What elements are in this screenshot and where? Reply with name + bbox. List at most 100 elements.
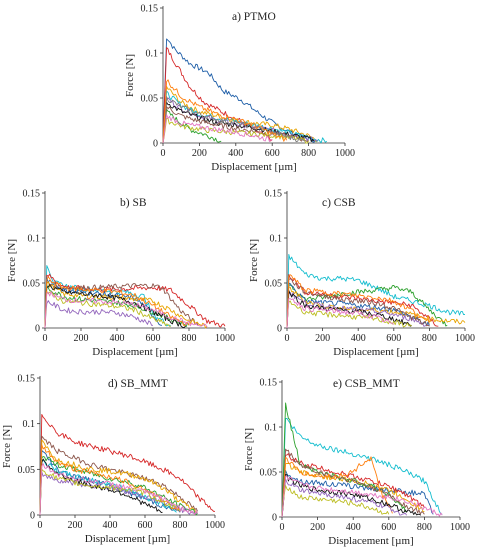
- x-tick-label: 400: [110, 333, 125, 344]
- series-line: [286, 278, 430, 329]
- series-line: [281, 485, 390, 518]
- series-line: [162, 117, 309, 144]
- x-tick-label: 1000: [455, 333, 475, 344]
- x-tick-label: 1000: [205, 520, 225, 531]
- series-line: [44, 284, 186, 329]
- y-tick-label: 0.1: [23, 419, 36, 430]
- x-tick-label: 600: [381, 522, 396, 533]
- y-axis-label: Force [N]: [243, 428, 255, 471]
- y-tick-label: 0: [30, 511, 35, 522]
- x-tick-label: 800: [173, 520, 188, 531]
- x-tick-label: 800: [182, 333, 197, 344]
- x-tick-label: 0: [285, 333, 290, 344]
- y-tick-label: 0.15: [23, 189, 41, 200]
- series-line: [281, 418, 443, 518]
- series-line: [44, 281, 199, 329]
- y-axis-label: Force [N]: [124, 54, 136, 97]
- series-line: [162, 79, 288, 144]
- x-axis-label: Displacement [µm]: [333, 346, 418, 358]
- series-line: [44, 291, 208, 329]
- y-tick-label: 0.1: [146, 49, 159, 60]
- x-axis-label: Displacement [µm]: [328, 535, 413, 547]
- series-line: [281, 470, 434, 518]
- panel-b: 0 200 400 600 800 1000 0 0.05 0.1 0.15 b) SB Displa…: [6, 189, 235, 359]
- series-line: [162, 47, 273, 144]
- x-axis-label: Displacement [µm]: [92, 346, 177, 358]
- series-line: [281, 402, 407, 518]
- series-line: [162, 114, 273, 144]
- y-tick-label: 0.05: [260, 468, 278, 479]
- x-tick-label: 400: [103, 520, 118, 531]
- series-line: [286, 298, 395, 329]
- panel-title: b) SB: [120, 197, 147, 209]
- x-tick-label: 200: [310, 522, 325, 533]
- x-tick-label: 600: [146, 333, 161, 344]
- series-line: [281, 448, 425, 518]
- series-line: [281, 462, 425, 518]
- x-axis-label: Displacement [µm]: [211, 161, 296, 173]
- panel-e: 0 200 400 600 800 1000 0 0.05 0.1 0.15 e) CSB_MMT D…: [243, 378, 470, 548]
- series-line: [286, 284, 448, 329]
- y-tick-label: 0.1: [265, 423, 278, 434]
- series-line: [39, 468, 181, 516]
- series-line: [281, 475, 443, 518]
- y-tick-label: 0.1: [270, 234, 283, 245]
- y-tick-label: 0: [153, 139, 158, 150]
- series-line: [44, 285, 190, 329]
- y-tick-label: 0: [277, 324, 282, 335]
- x-tick-label: 400: [346, 522, 361, 533]
- series-line: [281, 456, 393, 518]
- y-tick-label: 0: [272, 513, 277, 524]
- series-line: [162, 96, 306, 144]
- y-tick-label: 0.05: [23, 279, 41, 290]
- panel-title: d) SB_MMT: [108, 378, 168, 390]
- y-tick-label: 0.05: [141, 94, 159, 105]
- y-tick-label: 0: [35, 324, 40, 335]
- x-tick-label: 800: [422, 333, 437, 344]
- x-axis-label: Displacement [µm]: [85, 533, 170, 545]
- x-tick-label: 1000: [335, 148, 355, 159]
- panel-title: c) CSB: [322, 197, 356, 209]
- series-line: [286, 300, 412, 329]
- x-tick-label: 800: [301, 148, 316, 159]
- y-tick-label: 0.05: [18, 465, 36, 476]
- y-axis-label: Force [N]: [1, 425, 13, 468]
- x-tick-label: 200: [74, 333, 89, 344]
- series-line: [162, 38, 317, 144]
- series-line: [162, 108, 222, 144]
- y-tick-label: 0.15: [141, 4, 159, 15]
- series-line: [44, 277, 163, 329]
- x-tick-label: 0: [161, 148, 166, 159]
- y-tick-label: 0.15: [260, 378, 278, 389]
- series-line: [162, 106, 309, 144]
- x-tick-label: 400: [228, 148, 243, 159]
- x-tick-label: 600: [138, 520, 153, 531]
- panel-c: 0 200 400 600 800 1000 0 0.05 0.1 0.15 c) CSB Displ…: [248, 189, 475, 359]
- series-line: [39, 456, 198, 516]
- series-line: [281, 473, 422, 518]
- series-line: [44, 265, 172, 329]
- series-line: [44, 300, 153, 329]
- panel-a: 0 200 400 600 800 1000 0 0.05 0.1 0.15 a) PTMO Disp…: [124, 4, 355, 174]
- series-line: [286, 274, 430, 329]
- y-tick-label: 0.05: [265, 279, 283, 290]
- x-tick-label: 1000: [215, 333, 235, 344]
- x-tick-label: 600: [265, 148, 280, 159]
- y-axis-label: Force [N]: [6, 239, 18, 282]
- series-line: [286, 292, 430, 329]
- panel-d: 0 200 400 600 800 1000 0 0.05 0.1 0.15 d) SB_MMT Di…: [1, 374, 225, 546]
- panel-title: a) PTMO: [232, 11, 276, 23]
- x-tick-label: 400: [351, 333, 366, 344]
- series-line: [281, 478, 407, 518]
- series-line: [39, 463, 198, 516]
- series-line: [44, 281, 208, 329]
- x-tick-label: 0: [280, 522, 285, 533]
- series-line: [39, 439, 198, 516]
- x-tick-label: 800: [417, 522, 432, 533]
- series-line: [39, 414, 216, 516]
- series-line: [44, 276, 190, 329]
- panel-title: e) CSB_MMT: [333, 378, 400, 390]
- x-tick-label: 1000: [450, 522, 470, 533]
